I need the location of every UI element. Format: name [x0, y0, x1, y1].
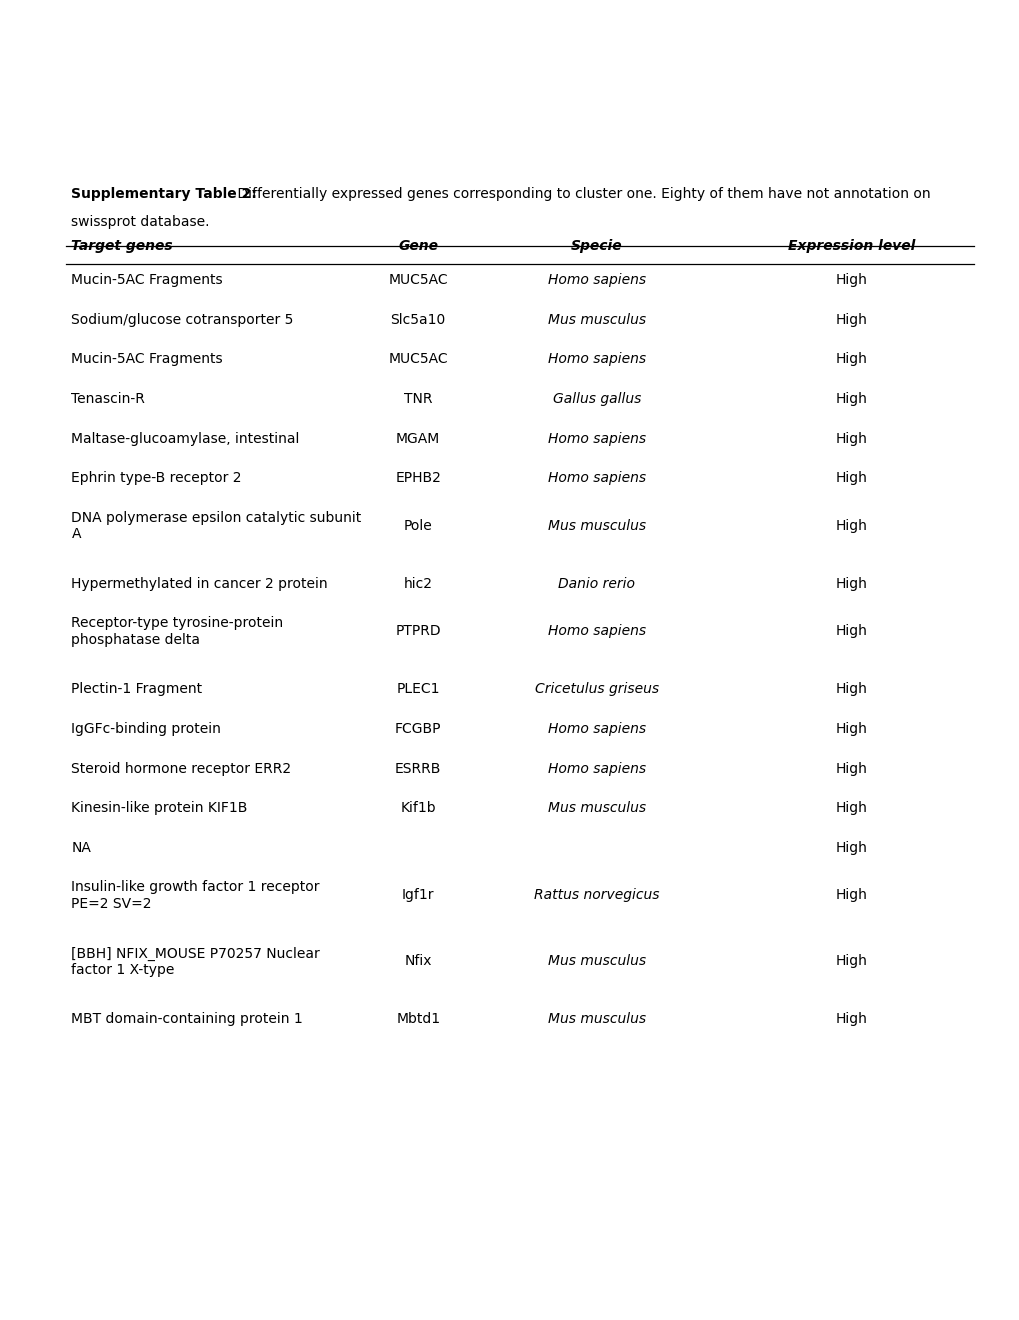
Text: High: High [835, 352, 867, 367]
Text: High: High [835, 392, 867, 407]
Text: Plectin-1 Fragment: Plectin-1 Fragment [71, 682, 203, 697]
Text: Maltase-glucoamylase, intestinal: Maltase-glucoamylase, intestinal [71, 432, 300, 446]
Text: High: High [835, 577, 867, 591]
Text: ESRRB: ESRRB [394, 762, 441, 776]
Text: NA: NA [71, 841, 91, 855]
Text: Supplementary Table 2:: Supplementary Table 2: [71, 187, 257, 202]
Text: Mucin-5AC Fragments: Mucin-5AC Fragments [71, 352, 223, 367]
Text: Slc5a10: Slc5a10 [390, 313, 445, 327]
Text: Danio rerio: Danio rerio [557, 577, 635, 591]
Text: Gallus gallus: Gallus gallus [552, 392, 640, 407]
Text: Expression level: Expression level [788, 239, 914, 253]
Text: Ephrin type-B receptor 2: Ephrin type-B receptor 2 [71, 471, 242, 486]
Text: TNR: TNR [404, 392, 432, 407]
Text: hic2: hic2 [404, 577, 432, 591]
Text: Igf1r: Igf1r [401, 888, 434, 903]
Text: Cricetulus griseus: Cricetulus griseus [534, 682, 658, 697]
Text: High: High [835, 762, 867, 776]
Text: MUC5AC: MUC5AC [388, 352, 447, 367]
Text: High: High [835, 471, 867, 486]
Text: High: High [835, 722, 867, 737]
Text: Mus musculus: Mus musculus [547, 954, 645, 969]
Text: FCGBP: FCGBP [394, 722, 441, 737]
Text: Homo sapiens: Homo sapiens [547, 624, 645, 639]
Text: Target genes: Target genes [71, 239, 173, 253]
Text: Mucin-5AC Fragments: Mucin-5AC Fragments [71, 273, 223, 288]
Text: Hypermethylated in cancer 2 protein: Hypermethylated in cancer 2 protein [71, 577, 328, 591]
Text: Specie: Specie [571, 239, 622, 253]
Text: High: High [835, 888, 867, 903]
Text: High: High [835, 273, 867, 288]
Text: DNA polymerase epsilon catalytic subunit
A: DNA polymerase epsilon catalytic subunit… [71, 511, 362, 541]
Text: High: High [835, 1012, 867, 1027]
Text: Mbtd1: Mbtd1 [395, 1012, 440, 1027]
Text: High: High [835, 841, 867, 855]
Text: Nfix: Nfix [405, 954, 431, 969]
Text: Rattus norvegicus: Rattus norvegicus [533, 888, 659, 903]
Text: EPHB2: EPHB2 [395, 471, 440, 486]
Text: Homo sapiens: Homo sapiens [547, 432, 645, 446]
Text: High: High [835, 801, 867, 816]
Text: Kinesin-like protein KIF1B: Kinesin-like protein KIF1B [71, 801, 248, 816]
Text: Sodium/glucose cotransporter 5: Sodium/glucose cotransporter 5 [71, 313, 293, 327]
Text: Homo sapiens: Homo sapiens [547, 273, 645, 288]
Text: Homo sapiens: Homo sapiens [547, 352, 645, 367]
Text: Homo sapiens: Homo sapiens [547, 722, 645, 737]
Text: IgGFc-binding protein: IgGFc-binding protein [71, 722, 221, 737]
Text: Insulin-like growth factor 1 receptor
PE=2 SV=2: Insulin-like growth factor 1 receptor PE… [71, 880, 320, 911]
Text: High: High [835, 313, 867, 327]
Text: Mus musculus: Mus musculus [547, 1012, 645, 1027]
Text: High: High [835, 682, 867, 697]
Text: MGAM: MGAM [395, 432, 440, 446]
Text: Differentially expressed genes corresponding to cluster one. Eighty of them have: Differentially expressed genes correspon… [232, 187, 929, 202]
Text: PTPRD: PTPRD [395, 624, 440, 639]
Text: Steroid hormone receptor ERR2: Steroid hormone receptor ERR2 [71, 762, 291, 776]
Text: Pole: Pole [404, 519, 432, 533]
Text: MUC5AC: MUC5AC [388, 273, 447, 288]
Text: High: High [835, 624, 867, 639]
Text: Homo sapiens: Homo sapiens [547, 762, 645, 776]
Text: Receptor-type tyrosine-protein
phosphatase delta: Receptor-type tyrosine-protein phosphata… [71, 616, 283, 647]
Text: Mus musculus: Mus musculus [547, 313, 645, 327]
Text: Mus musculus: Mus musculus [547, 519, 645, 533]
Text: swissprot database.: swissprot database. [71, 215, 210, 230]
Text: Homo sapiens: Homo sapiens [547, 471, 645, 486]
Text: Tenascin-R: Tenascin-R [71, 392, 145, 407]
Text: High: High [835, 519, 867, 533]
Text: Mus musculus: Mus musculus [547, 801, 645, 816]
Text: High: High [835, 954, 867, 969]
Text: High: High [835, 432, 867, 446]
Text: Gene: Gene [397, 239, 438, 253]
Text: Kif1b: Kif1b [400, 801, 435, 816]
Text: PLEC1: PLEC1 [396, 682, 439, 697]
Text: MBT domain-containing protein 1: MBT domain-containing protein 1 [71, 1012, 303, 1027]
Text: [BBH] NFIX_MOUSE P70257 Nuclear
factor 1 X-type: [BBH] NFIX_MOUSE P70257 Nuclear factor 1… [71, 946, 320, 977]
